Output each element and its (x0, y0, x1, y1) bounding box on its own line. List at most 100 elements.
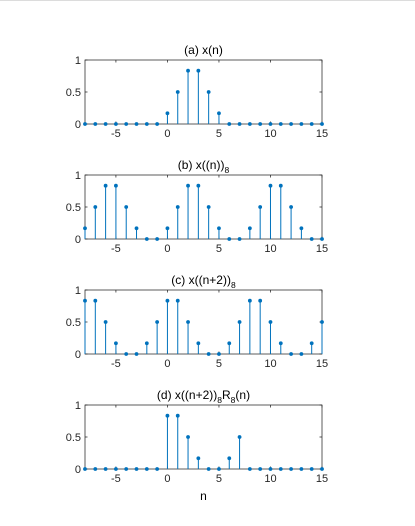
stem-marker (278, 467, 283, 471)
title-text: (c) x((n+2)) (171, 273, 231, 287)
stem-marker (289, 205, 293, 209)
stem-marker (155, 237, 160, 241)
y-tick-label: 1 (75, 170, 81, 182)
subplot-a: -5 0 5 10 15 0 0.5 1 (a) x(n) (66, 43, 328, 140)
stem-marker (320, 237, 324, 241)
stem-marker (206, 205, 211, 209)
stem-marker (237, 435, 242, 439)
stem-marker (134, 467, 139, 471)
stem-marker (206, 467, 211, 471)
y-tick-label: 1 (75, 285, 81, 297)
axes-box (84, 174, 323, 240)
stem-marker (134, 226, 139, 231)
stem-marker (258, 298, 263, 303)
y-tick-label: 0.5 (66, 432, 81, 444)
stem-marker (196, 68, 201, 73)
stem-marker (103, 320, 108, 324)
x-tick-label: 5 (216, 128, 222, 140)
stem-marker (299, 467, 304, 471)
stem-marker (124, 352, 129, 356)
stem-marker (83, 226, 87, 231)
x-tick-label: -5 (111, 473, 121, 485)
stem-marker (175, 298, 180, 303)
x-axis-label: n (200, 489, 207, 503)
stem-marker (299, 226, 304, 231)
stem-marker (289, 352, 293, 356)
stem-marker (289, 122, 293, 126)
y-tick-label: 0 (75, 119, 81, 131)
stem-marker (299, 352, 304, 356)
stem-marker (103, 122, 108, 126)
x-tick-label: 10 (264, 358, 276, 370)
subplot-title: (d) x((n+2))8R8(n) (157, 388, 250, 405)
stem-marker (93, 205, 98, 209)
stem-marker (134, 352, 139, 356)
stem-marker (175, 90, 180, 94)
stem-marker (186, 320, 190, 324)
stem-marker (227, 237, 232, 241)
x-tick-label: 15 (316, 243, 328, 255)
subplot-c: -5 0 5 10 15 0 0.5 1 (c) x((n+2))8 (66, 273, 328, 370)
stem-marker (196, 456, 201, 461)
stem-marker (217, 352, 221, 356)
stem-marker (278, 183, 283, 188)
stem-marker (114, 183, 118, 188)
stem-marker (320, 320, 324, 324)
x-tick-label: 0 (164, 358, 170, 370)
stem-marker (258, 467, 263, 471)
x-tick-label: -5 (111, 243, 121, 255)
stem-marker (186, 435, 190, 439)
stem-marker (268, 183, 273, 188)
stem-marker (196, 183, 201, 188)
title-subscript: 8 (217, 395, 222, 405)
stem-marker (124, 122, 129, 126)
stem-marker (309, 341, 314, 346)
stem-marker (320, 122, 324, 126)
x-tick-label: 15 (316, 358, 328, 370)
stem-marker (124, 205, 129, 209)
stem-marker (155, 320, 160, 324)
stem-marker (93, 298, 98, 303)
stem-marker (217, 226, 221, 231)
stem-marker (165, 226, 170, 231)
x-tick-label: 0 (164, 473, 170, 485)
stem-marker (186, 68, 190, 73)
stem-marker (196, 341, 201, 346)
stem-marker (289, 467, 293, 471)
stem-marker (93, 467, 98, 471)
stem-marker (278, 341, 283, 346)
y-tick-label: 0 (75, 464, 81, 476)
y-tick-label: 0.5 (66, 202, 81, 214)
stem-marker (217, 111, 221, 116)
stem-marker (309, 237, 314, 241)
stem-marker (227, 122, 232, 126)
y-tick-label: 1 (75, 400, 81, 412)
stem-marker (247, 467, 252, 471)
top-divider-line (0, 0, 415, 1)
stem-marker (144, 122, 149, 126)
x-tick-label: 5 (216, 358, 222, 370)
stem-marker (103, 467, 108, 471)
y-tick-label: 0 (75, 234, 81, 246)
subplot-title: (b) x((n))8 (178, 158, 230, 175)
x-tick-label: 5 (216, 473, 222, 485)
stem-marker (103, 183, 108, 188)
stem-marker (165, 111, 170, 116)
title-subscript: 8 (224, 165, 229, 175)
stem-marker (83, 467, 87, 471)
stem-marker (206, 90, 211, 94)
x-tick-label: 15 (316, 128, 328, 140)
x-tick-label: -5 (111, 358, 121, 370)
stem-marker (247, 122, 252, 126)
stem-marker (124, 467, 129, 471)
stem-marker (237, 320, 242, 324)
y-tick-label: 0 (75, 349, 81, 361)
y-tick-label: 0.5 (66, 317, 81, 329)
x-tick-label: -5 (111, 128, 121, 140)
x-tick-label: 0 (164, 243, 170, 255)
y-tick-label: 0.5 (66, 87, 81, 99)
stem-marker (258, 205, 263, 209)
stem-marker (237, 122, 242, 126)
stem-marker (268, 320, 273, 324)
stem-marker (114, 467, 118, 471)
